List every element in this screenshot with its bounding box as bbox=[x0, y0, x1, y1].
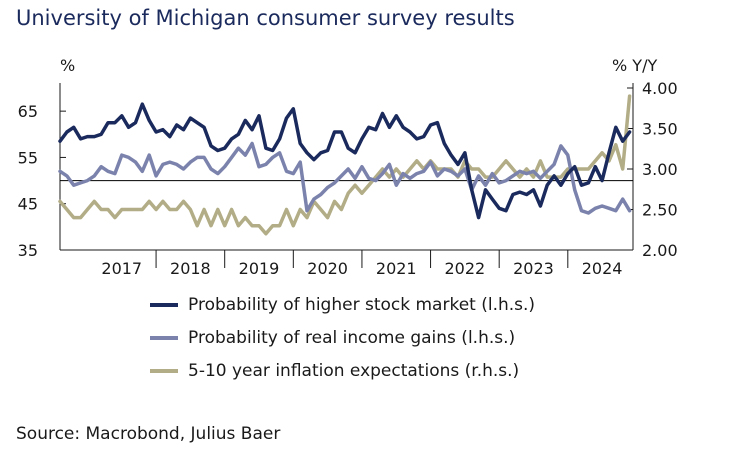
legend-label: 5-10 year inflation expectations (r.h.s.… bbox=[188, 360, 520, 381]
legend-swatch bbox=[150, 335, 178, 340]
legend-item-inflation: 5-10 year inflation expectations (r.h.s.… bbox=[150, 354, 535, 387]
left-tick-label: 55 bbox=[18, 148, 38, 167]
right-tick-label: 4.00 bbox=[642, 79, 678, 98]
x-tick-label: 2021 bbox=[376, 259, 417, 278]
source-note: Source: Macrobond, Julius Baer bbox=[16, 424, 281, 444]
right-tick-label: 3.00 bbox=[642, 160, 678, 179]
series-line-real-income bbox=[58, 141, 632, 215]
right-tick-label: 2.00 bbox=[642, 241, 678, 260]
left-tick-label: 45 bbox=[18, 195, 38, 214]
x-tick-label: 2019 bbox=[239, 259, 280, 278]
x-tick-label: 2020 bbox=[307, 259, 348, 278]
legend-label: Probability of real income gains (l.h.s.… bbox=[188, 327, 516, 348]
right-tick-label: 2.50 bbox=[642, 201, 678, 220]
x-tick-label: 2022 bbox=[445, 259, 486, 278]
x-tick-label: 2018 bbox=[170, 259, 211, 278]
legend-swatch bbox=[150, 368, 178, 373]
x-tick-label: 2017 bbox=[101, 259, 142, 278]
legend-swatch bbox=[150, 302, 178, 307]
left-tick-label: 65 bbox=[18, 102, 38, 121]
x-tick-label: 2023 bbox=[513, 259, 554, 278]
left-axis-unit: % bbox=[60, 56, 76, 75]
right-axis-unit: % Y/Y bbox=[612, 56, 658, 75]
chart-legend: Probability of higher stock market (l.h.… bbox=[150, 288, 535, 387]
legend-label: Probability of higher stock market (l.h.… bbox=[188, 294, 536, 315]
legend-item-stock-market: Probability of higher stock market (l.h.… bbox=[150, 288, 535, 321]
left-tick-label: 35 bbox=[18, 241, 38, 260]
series-line-stock-market bbox=[58, 102, 632, 220]
chart-title: University of Michigan consumer survey r… bbox=[16, 6, 515, 30]
x-tick-label: 2024 bbox=[582, 259, 623, 278]
right-tick-label: 3.50 bbox=[642, 120, 678, 139]
legend-item-real-income: Probability of real income gains (l.h.s.… bbox=[150, 321, 535, 354]
